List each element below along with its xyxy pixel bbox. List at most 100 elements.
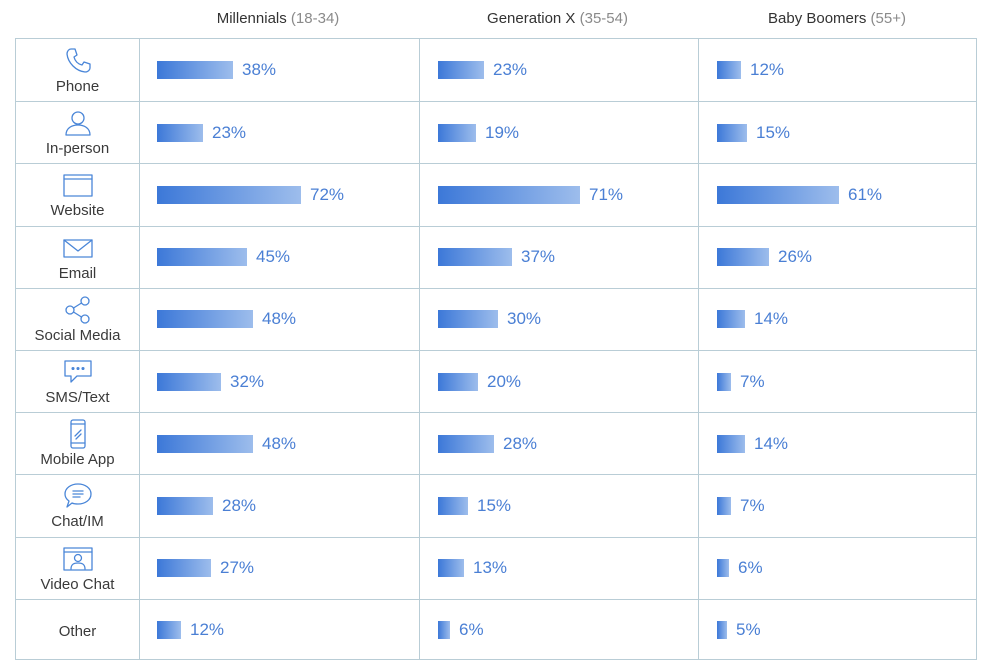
data-label: 71% — [589, 184, 624, 204]
data-label: 28% — [503, 433, 538, 453]
bar — [717, 372, 731, 391]
bar — [157, 248, 247, 267]
data-label: 14% — [754, 309, 789, 329]
bar — [157, 621, 181, 640]
bar-cell: 15% — [717, 102, 790, 163]
category-label-cell: Email — [16, 227, 139, 288]
category-label: Email — [58, 264, 97, 282]
data-label: 14% — [754, 433, 789, 453]
category-label-cell: Phone — [16, 39, 139, 101]
category-label: SMS/Text — [45, 389, 110, 407]
category-label-cell: Website — [16, 164, 139, 225]
bar-cell: 28% — [157, 475, 256, 536]
data-label: 13% — [473, 558, 508, 578]
data-label: 61% — [848, 184, 883, 204]
data-label: 6% — [738, 558, 763, 578]
bar — [717, 434, 745, 453]
envelope-icon — [62, 239, 93, 258]
bar — [717, 310, 745, 329]
data-label: 48% — [262, 433, 297, 453]
category-label-cell: SMS/Text — [16, 351, 139, 412]
bar — [717, 61, 741, 80]
data-label: 12% — [190, 620, 225, 640]
category-label-cell: Social Media — [16, 289, 139, 350]
column-header-range: (18-34) — [290, 10, 340, 27]
category-label: Social Media — [34, 326, 121, 344]
column-header: Millennials (18-34) — [217, 10, 340, 32]
table-row: Other 12% 6% 5% — [16, 598, 976, 661]
bar-cell: 45% — [157, 227, 290, 288]
bar — [157, 310, 253, 329]
column-header: Baby Boomers (55+) — [768, 10, 906, 32]
mobile-phone-icon — [69, 419, 86, 449]
table-row: Mobile App 48% 28% 14% — [16, 412, 976, 474]
bar-cell: 7% — [717, 351, 765, 412]
table-row: Video Chat 27% 13% 6% — [16, 536, 976, 599]
bar — [157, 559, 211, 578]
bar-cell: 28% — [438, 413, 537, 474]
table-row: Phone 38% 23% 12% — [16, 39, 976, 101]
bar — [438, 434, 494, 453]
category-label: Chat/IM — [51, 513, 104, 531]
data-label: 15% — [477, 495, 512, 515]
data-label: 23% — [493, 60, 528, 80]
bar — [438, 496, 468, 515]
bar — [717, 123, 747, 142]
category-label-cell: In-person — [16, 102, 139, 163]
data-label: 19% — [485, 122, 520, 142]
bar — [438, 559, 464, 578]
table-row: Website 72% 71% 61% — [16, 163, 976, 225]
category-label-cell: Mobile App — [16, 413, 139, 474]
bar-cell: 6% — [438, 600, 484, 661]
column-divider — [139, 39, 140, 659]
bar-cell: 5% — [717, 600, 761, 661]
bar — [717, 559, 729, 578]
data-label: 12% — [750, 60, 785, 80]
bar-cell: 61% — [717, 164, 882, 225]
data-label: 32% — [230, 371, 265, 391]
bar — [438, 310, 498, 329]
column-header-range: (55+) — [870, 10, 906, 27]
column-divider — [419, 39, 420, 659]
data-label: 48% — [262, 309, 297, 329]
category-label: Phone — [55, 77, 100, 95]
category-label: Video Chat — [40, 575, 115, 593]
bar-cell: 6% — [717, 538, 763, 599]
phone-icon — [65, 47, 91, 73]
bar-cell: 12% — [717, 39, 784, 101]
bar-cell: 23% — [157, 102, 246, 163]
bar — [157, 61, 233, 80]
bar-cell: 20% — [438, 351, 521, 412]
chat-bubble-lines-icon — [63, 483, 92, 509]
bar — [717, 496, 731, 515]
data-label: 45% — [256, 247, 291, 267]
data-label: 7% — [740, 371, 765, 391]
table-row: Social Media 48% 30% 14% — [16, 287, 976, 350]
table-row: Chat/IM 28% 15% 7% — [16, 474, 976, 536]
data-label: 23% — [212, 122, 247, 142]
bar-cell: 26% — [717, 227, 812, 288]
category-label-cell: Other — [16, 600, 139, 661]
bar — [438, 123, 476, 142]
category-label-cell: Chat/IM — [16, 475, 139, 536]
bar-cell: 38% — [157, 39, 276, 101]
bar — [717, 621, 727, 640]
column-header-name: Generation X — [487, 10, 580, 27]
table-row: SMS/Text 32% 20% 7% — [16, 350, 976, 412]
bar-cell: 7% — [717, 475, 765, 536]
bar-cell: 12% — [157, 600, 224, 661]
bar — [157, 123, 203, 142]
bar-cell: 19% — [438, 102, 519, 163]
bar — [157, 434, 253, 453]
bar — [438, 621, 450, 640]
bar — [438, 248, 512, 267]
video-chat-icon — [62, 547, 93, 571]
bar-cell: 72% — [157, 164, 344, 225]
bar-cell: 15% — [438, 475, 511, 536]
category-label: In-person — [45, 140, 110, 158]
bar — [157, 185, 301, 204]
data-label: 15% — [756, 122, 791, 142]
bar-cell: 48% — [157, 289, 296, 350]
bar — [717, 248, 769, 267]
data-label: 7% — [740, 495, 765, 515]
